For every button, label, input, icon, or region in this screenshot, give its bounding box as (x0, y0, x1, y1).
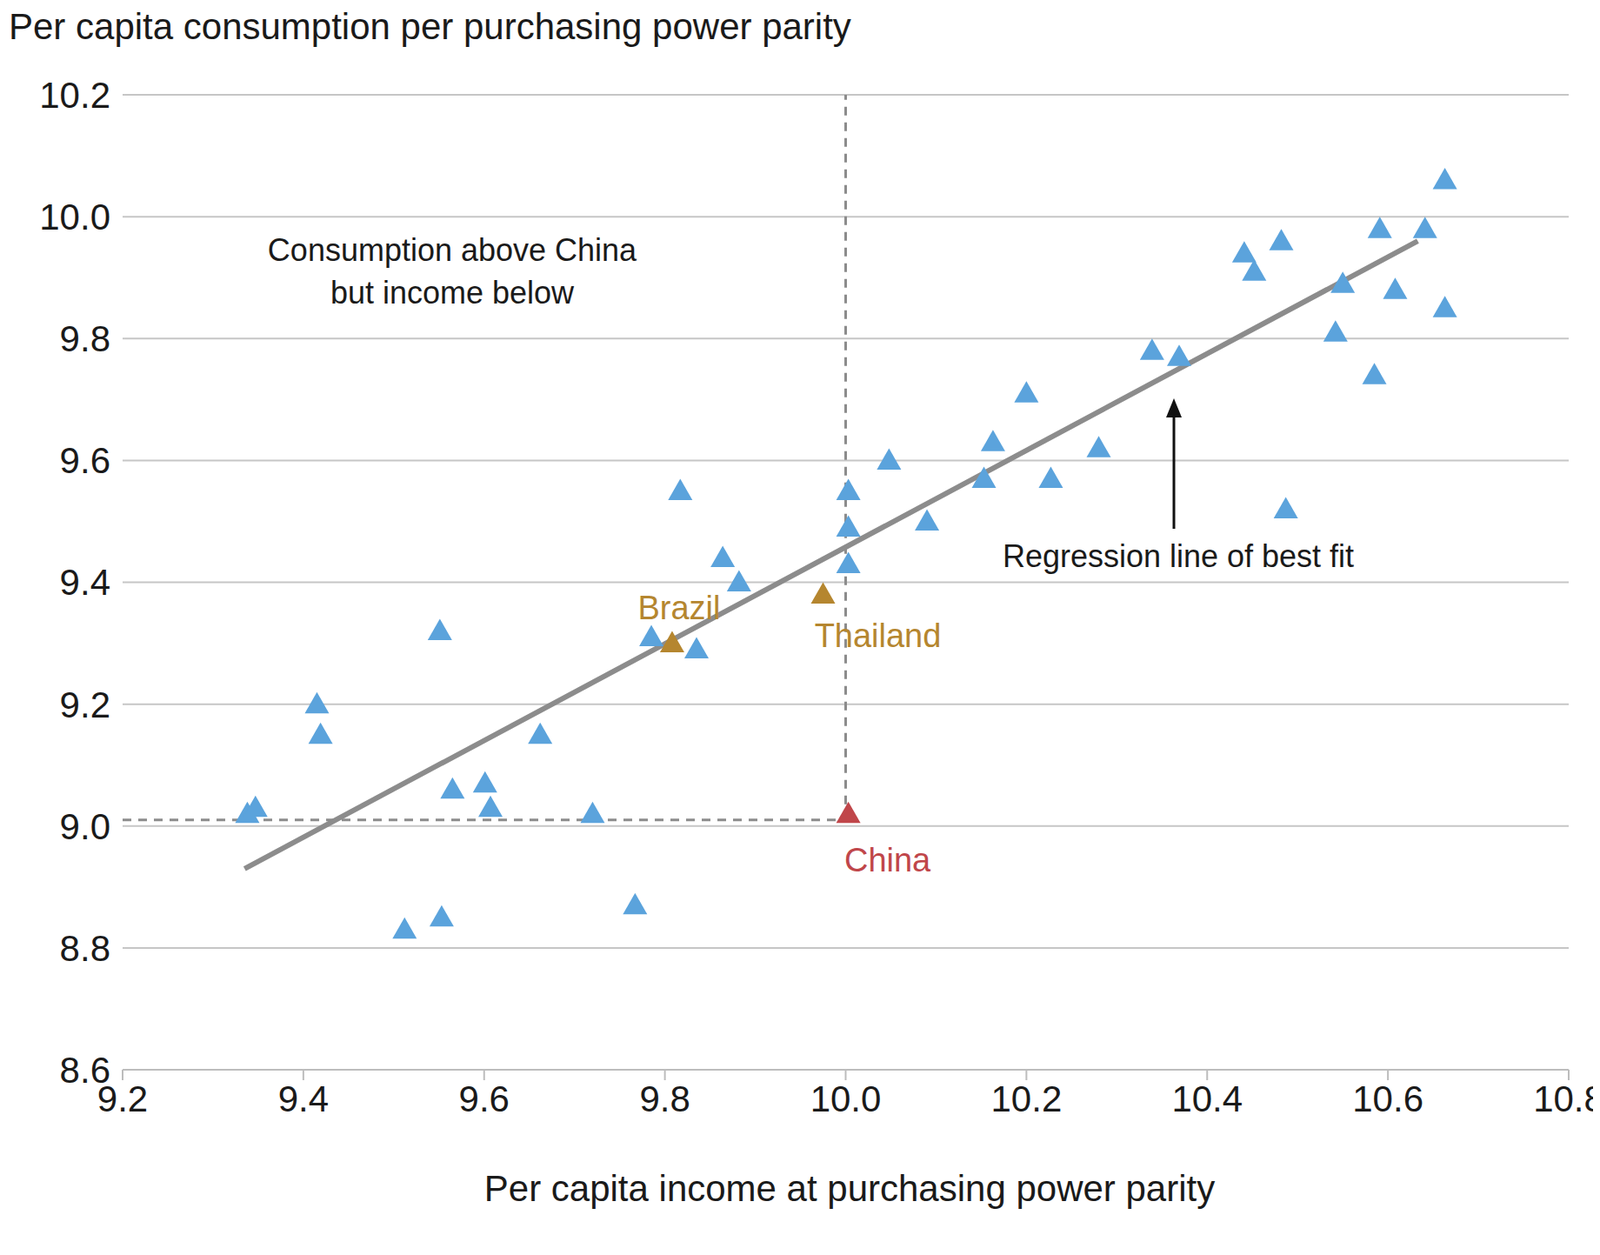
svg-text:9.2: 9.2 (97, 1078, 148, 1119)
svg-text:9.8: 9.8 (60, 318, 111, 360)
svg-text:9.2: 9.2 (60, 684, 111, 726)
svg-text:10.0: 10.0 (810, 1078, 882, 1120)
svg-text:9.4: 9.4 (60, 561, 111, 603)
html-text:Consumption above China: Consumption above China (267, 232, 637, 268)
svg-text:9.0: 9.0 (60, 806, 111, 847)
html-text:Regression line of best fit: Regression line of best fit (1002, 538, 1354, 574)
svg-text:10.4: 10.4 (1171, 1078, 1243, 1120)
html-text:Per capita income at purchasin: Per capita income at purchasing power pa… (484, 1167, 1215, 1209)
svg-text:Thailand: Thailand (814, 617, 942, 654)
html-text:but income below: but income below (330, 274, 574, 311)
svg-text:10.8: 10.8 (1533, 1078, 1594, 1120)
svg-text:10.6: 10.6 (1352, 1078, 1424, 1120)
svg-text:China: China (844, 841, 932, 879)
svg-text:9.4: 9.4 (278, 1078, 329, 1120)
html-text:Per capita consumption per pur: Per capita consumption per purchasing po… (8, 6, 852, 47)
svg-text:Brazil: Brazil (637, 589, 720, 627)
svg-text:10.2: 10.2 (39, 74, 111, 116)
svg-text:10.2: 10.2 (991, 1078, 1063, 1120)
svg-text:9.6: 9.6 (60, 440, 111, 481)
svg-text:9.8: 9.8 (639, 1078, 690, 1120)
svg-text:10.0: 10.0 (39, 196, 111, 238)
svg-text:9.6: 9.6 (459, 1078, 510, 1120)
svg-text:8.6: 8.6 (60, 1049, 111, 1091)
svg-text:8.8: 8.8 (60, 927, 111, 969)
